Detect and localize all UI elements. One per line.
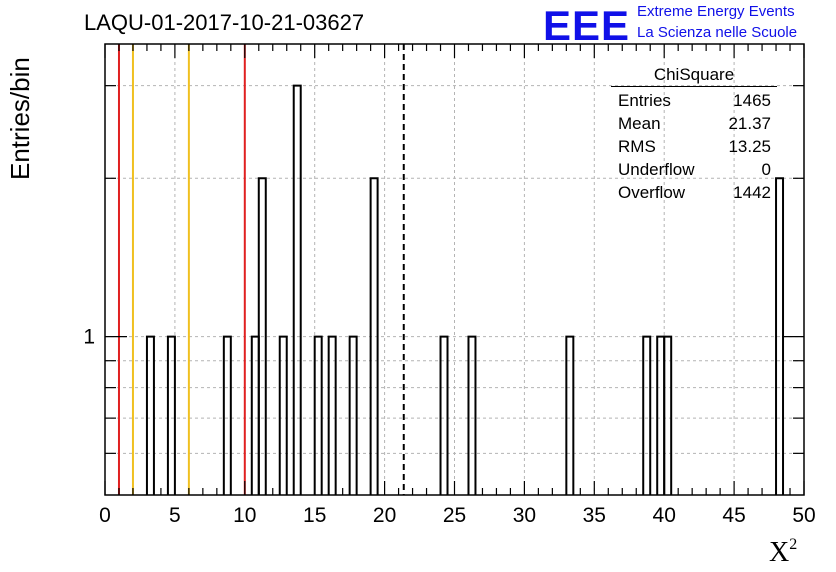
histogram-bar	[257, 177, 267, 495]
x-tick-label: 15	[303, 504, 326, 527]
stats-label: Mean	[618, 114, 661, 133]
stats-label: Overflow	[618, 183, 686, 202]
logo-subtitle-line2: La Scienza nelle Scuole	[637, 24, 798, 41]
histogram-bar	[439, 335, 449, 495]
x-axis-label-superscript: 2	[789, 536, 798, 553]
histogram-bar	[642, 335, 652, 495]
histogram-bar	[327, 335, 337, 495]
x-axis-label: X2	[769, 536, 797, 569]
stats-value: 1442	[733, 183, 771, 202]
logo-subtitle-line1: Extreme Energy Events	[637, 3, 795, 20]
stats-label: Entries	[618, 91, 671, 110]
stats-label: Underflow	[618, 160, 695, 179]
stats-row-rms: RMS 13.25	[611, 135, 777, 158]
stats-row-overflow: Overflow 1442	[611, 181, 777, 204]
histogram-bar	[348, 335, 358, 495]
histogram-bar	[663, 335, 673, 495]
stats-value: 0	[761, 160, 771, 179]
stats-header: ChiSquare	[611, 65, 777, 87]
histogram-bar	[467, 335, 477, 495]
histogram-bar	[166, 335, 176, 495]
x-tick-label: 20	[373, 504, 396, 527]
stats-box: ChiSquare Entries 1465 Mean 21.37 RMS 13.25…	[611, 65, 777, 204]
x-tick-label: 45	[722, 504, 745, 527]
histogram-bar	[313, 335, 323, 495]
histogram-bar	[145, 335, 155, 495]
x-tick-label: 25	[443, 504, 466, 527]
x-tick-label: 50	[792, 504, 815, 527]
stats-value: 13.25	[728, 137, 771, 156]
histogram-bar	[565, 335, 575, 495]
y-axis-label: Entries/bin	[5, 57, 35, 180]
x-tick-label: 40	[653, 504, 676, 527]
stats-row-mean: Mean 21.37	[611, 112, 777, 135]
eee-logo: EEE	[543, 2, 631, 49]
stats-value: 1465	[733, 91, 771, 110]
stats-value: 21.37	[728, 114, 771, 133]
histogram-bar	[222, 335, 232, 495]
histogram-bar	[369, 177, 379, 495]
x-tick-label: 5	[169, 504, 181, 527]
y-tick-label: 1	[83, 326, 95, 349]
chart-title: LAQU-01-2017-10-21-03627	[84, 10, 365, 35]
histogram-bar	[278, 335, 288, 495]
x-axis-label-base: X	[769, 537, 790, 568]
x-tick-label: 30	[513, 504, 536, 527]
x-tick-label: 0	[99, 504, 111, 527]
x-tick-label: 35	[583, 504, 606, 527]
stats-row-entries: Entries 1465	[611, 89, 777, 112]
stats-label: RMS	[618, 137, 656, 156]
histogram-bar	[292, 84, 302, 495]
x-tick-label: 10	[233, 504, 256, 527]
stats-row-underflow: Underflow 0	[611, 158, 777, 181]
